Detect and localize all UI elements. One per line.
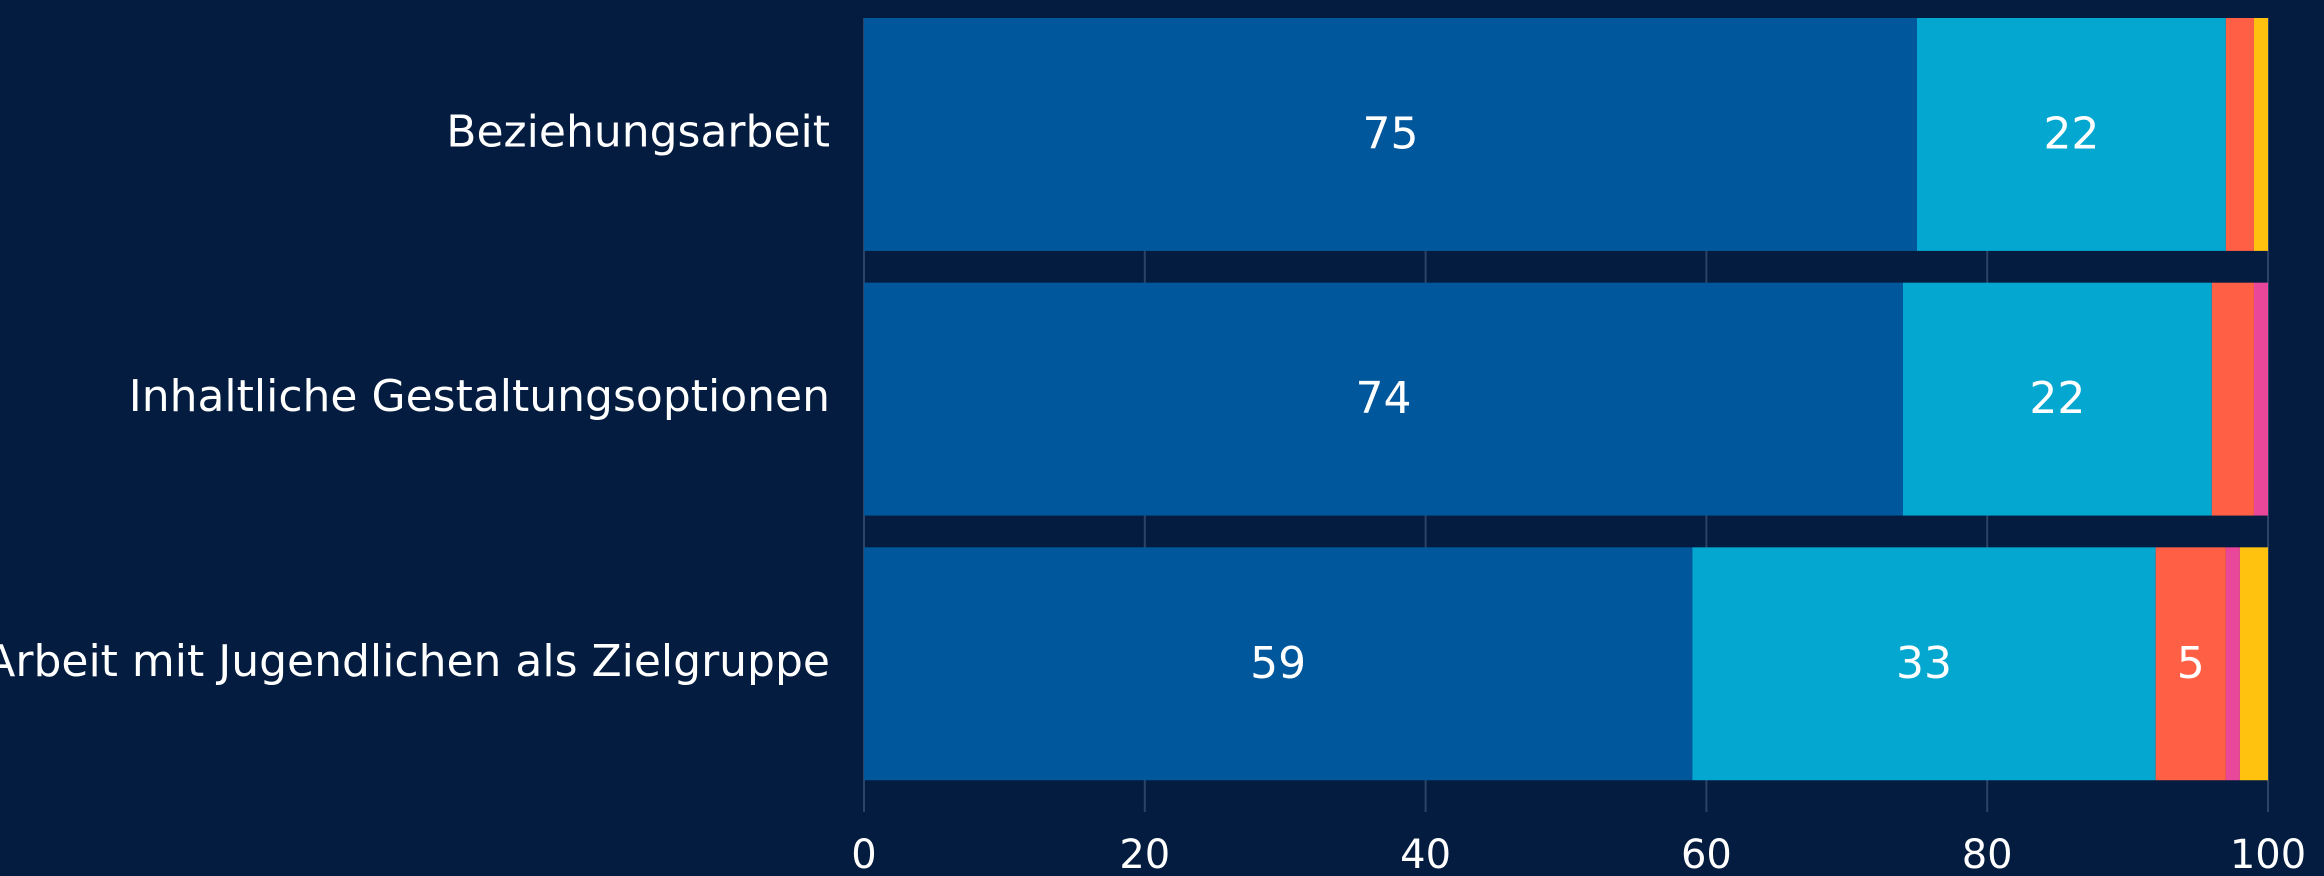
bar-segment [2253,282,2268,516]
data-label: 22 [2029,373,2085,424]
bar-segment [2155,547,2226,781]
x-tick-label: 100 [2230,832,2306,876]
data-label: 22 [2043,108,2099,159]
bar-segment [1917,18,2226,251]
bar-segment [1902,282,2212,516]
x-tick-label: 60 [1681,832,1732,876]
data-label: 59 [1250,638,1306,689]
x-tick-label: 20 [1119,832,1170,876]
category-label: Beziehungsarbeit [446,106,830,157]
category-label: Arbeit mit Jugendlichen als Zielgruppe [0,636,830,687]
bar-segment [2225,547,2240,781]
x-tick-label: 80 [1962,832,2013,876]
category-label: Inhaltliche Gestaltungsoptionen [129,371,830,422]
bar-segment [2253,18,2268,251]
data-label: 33 [1896,638,1952,689]
bar-segment [864,547,1693,781]
data-label: 75 [1363,108,1419,159]
x-tick-label: 0 [851,832,876,876]
bar-segment [2211,282,2254,516]
bar-segment [2239,547,2268,781]
bar-segment [2225,18,2254,251]
bar-segment [864,282,1903,516]
x-tick-label: 40 [1400,832,1451,876]
bar-segment [1692,547,2156,781]
data-label: 74 [1355,373,1411,424]
data-label: 5 [2177,638,2205,689]
bar-segment [864,18,1917,251]
